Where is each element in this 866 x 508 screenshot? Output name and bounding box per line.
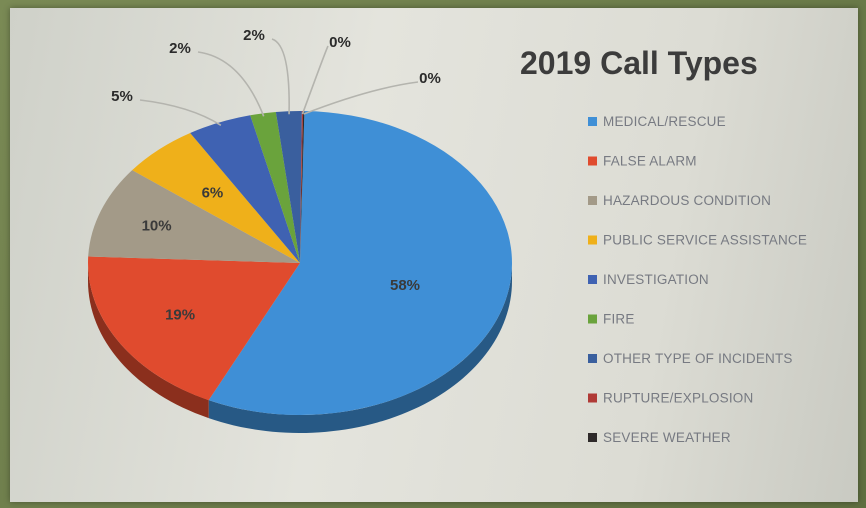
data-label-hazardous-condition: 10% — [142, 217, 172, 234]
pie-slice-fire — [250, 111, 300, 264]
leader-lines — [139, 38, 419, 126]
legend-swatch-hazardous-condition — [588, 196, 597, 205]
pie-slice-other-type-of-incidents — [275, 111, 302, 263]
data-label-public-service-assistance: 6% — [202, 185, 224, 202]
legend-label-medical-rescue: MEDICAL/RESCUE — [603, 114, 726, 129]
legend-swatch-severe-weather — [588, 433, 597, 442]
legend-label-investigation: INVESTIGATION — [603, 272, 709, 287]
pie-slice-medical-rescue — [208, 111, 512, 415]
pie-slice-side-medical-rescue — [208, 263, 512, 433]
pie-chart: 2019 Call Types 58% 19% 10% 6% 5% 2% 2% 0% 0% ME… — [88, 27, 807, 445]
data-label-false-alarm: 19% — [165, 307, 195, 324]
legend-swatch-medical-rescue — [588, 117, 597, 126]
printed-chart-sheet: 2019 Call Types 58% 19% 10% 6% 5% 2% 2% 0% 0% ME… — [10, 8, 858, 502]
data-label-medical-rescue: 58% — [390, 277, 420, 294]
chart-title: 2019 Call Types — [520, 45, 758, 81]
pie-top-layer — [88, 111, 512, 415]
data-label-fire: 2% — [169, 40, 191, 57]
leader-line-severe-weather — [303, 81, 419, 115]
data-labels: 58% 19% 10% 6% 5% 2% 2% 0% 0% — [111, 27, 441, 324]
pie-slice-side-false-alarm — [88, 263, 209, 419]
data-label-rupture-explosion: 0% — [329, 34, 351, 51]
legend-swatch-other-type-of-incidents — [588, 354, 597, 363]
pie-slice-investigation — [190, 115, 300, 264]
pie-slice-rupture-explosion — [300, 111, 304, 263]
data-label-investigation: 5% — [111, 88, 133, 105]
legend-label-severe-weather: SEVERE WEATHER — [603, 430, 731, 445]
pie-depth-layer — [88, 263, 512, 433]
leader-line-rupture-explosion — [301, 45, 329, 115]
legend-label-hazardous-condition: HAZARDOUS CONDITION — [603, 193, 771, 208]
data-label-severe-weather: 0% — [419, 70, 441, 87]
legend-label-false-alarm: FALSE ALARM — [603, 154, 697, 169]
legend-swatch-public-service-assistance — [588, 235, 597, 245]
pie-slice-public-service-assistance — [132, 132, 300, 263]
pie-slice-severe-weather — [300, 111, 305, 263]
legend-swatch-rupture-explosion — [588, 393, 597, 403]
legend-label-fire: FIRE — [603, 312, 635, 327]
legend: MEDICAL/RESCUE FALSE ALARM HAZARDOUS CONDI… — [588, 114, 807, 445]
leader-line-investigation — [139, 99, 222, 126]
pie-slice-false-alarm — [88, 256, 300, 401]
legend-label-other-type-of-incidents: OTHER TYPE OF INCIDENTS — [603, 351, 793, 366]
data-label-other-type-of-incidents: 2% — [243, 27, 265, 44]
legend-label-public-service-assistance: PUBLIC SERVICE ASSISTANCE — [603, 233, 807, 248]
leader-line-other-type-of-incidents — [271, 38, 290, 115]
legend-swatch-investigation — [588, 275, 597, 284]
legend-swatch-fire — [588, 314, 597, 324]
legend-swatch-false-alarm — [588, 156, 597, 166]
pie-slice-hazardous-condition — [88, 170, 300, 263]
leader-line-fire — [197, 51, 265, 117]
legend-label-rupture-explosion: RUPTURE/EXPLOSION — [603, 391, 753, 406]
